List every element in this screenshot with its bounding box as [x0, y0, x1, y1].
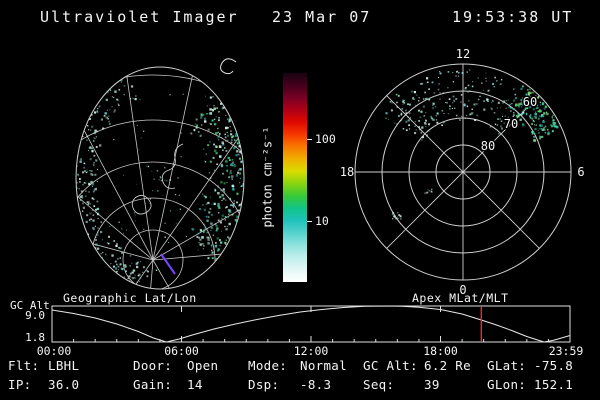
colorbar-tick-label-10: 10: [315, 214, 329, 228]
apex-polar-panel: 12 18 6 0 60 70 80: [340, 47, 585, 297]
coastlines: [131, 143, 184, 215]
mlt-spokes: [355, 64, 571, 280]
gcalt-label: GC Alt:: [363, 358, 418, 373]
ytick-9: 9.0: [25, 309, 45, 322]
date-label: 23 Mar 07: [272, 8, 372, 26]
aurora-speckles-geo: [76, 72, 244, 286]
door-label: Door:: [133, 358, 173, 373]
gcalt-value: 6.2 Re: [424, 358, 471, 373]
door-field: Door: Open: [133, 358, 218, 373]
ip-label: IP:: [8, 377, 32, 392]
mlat-ring-label-70: 70: [504, 117, 518, 131]
mlt-label-0: 0: [459, 283, 466, 297]
flt-value: LBHL: [48, 358, 80, 373]
dsp-value: -8.3: [300, 377, 332, 392]
colorbar-tick-100: [307, 139, 312, 140]
glon-value: 152.1: [534, 377, 574, 392]
gain-field: Gain: 14: [133, 377, 203, 392]
glat-field: GLat: -75.8: [487, 358, 573, 373]
mode-label: Mode:: [248, 358, 288, 373]
latlon-grid: [76, 67, 244, 289]
gcalt-field: GC Alt: 6.2 Re: [363, 358, 471, 373]
glat-value: -75.8: [534, 358, 574, 373]
door-value: Open: [187, 358, 219, 373]
gc-alt-timeline: GC Alt 9.0 1.8 00:00 06:00 12:00 18:00 2…: [10, 299, 584, 358]
mlt-label-6: 6: [577, 165, 584, 179]
colorbar-tick-10: [307, 221, 312, 222]
mlat-ring-label-60: 60: [523, 95, 537, 109]
gain-label: Gain:: [133, 377, 173, 392]
colorbar-label: photon cm⁻²s⁻¹: [260, 126, 275, 228]
mlat-ring-label-80: 80: [481, 139, 495, 153]
timeline-title: GC Alt: [10, 299, 50, 312]
dsp-field: Dsp: -8.3: [248, 377, 331, 392]
glon-field: GLon: 152.1: [487, 377, 573, 392]
aurora-speckles-apex: [385, 69, 561, 220]
altitude-curve: [51, 305, 571, 343]
mode-value: Normal: [300, 358, 347, 373]
gain-value: 14: [187, 377, 203, 392]
mlt-label-18: 18: [340, 165, 354, 179]
coast-glyph: [220, 58, 237, 75]
apex-panel-caption: Apex MLat/MLT: [412, 291, 509, 305]
seq-value: 39: [424, 377, 440, 392]
ip-value: 36.0: [48, 377, 80, 392]
xtick-0000: 00:00: [37, 344, 72, 358]
time-ut-label: 19:53:38 UT: [452, 8, 574, 26]
xtick-0600: 06:00: [164, 344, 199, 358]
flt-label: Flt:: [8, 358, 40, 373]
xtick-1800: 18:00: [423, 344, 458, 358]
seq-label: Seq:: [363, 377, 395, 392]
orbit-track-segment: [160, 253, 176, 275]
glat-label: GLat:: [487, 358, 527, 373]
flt-field: Flt: LBHL: [8, 358, 79, 373]
xtick-1200: 12:00: [294, 344, 329, 358]
ytick-1.8: 1.8: [25, 331, 45, 344]
geo-panel-caption: Geographic Lat/Lon: [63, 291, 197, 305]
mlt-label-12: 12: [456, 47, 470, 61]
glon-label: GLon:: [487, 377, 527, 392]
geographic-projection-panel: [75, 58, 245, 290]
colorbar: [283, 73, 307, 282]
ip-field: IP: 36.0: [8, 377, 79, 392]
dsp-label: Dsp:: [248, 377, 280, 392]
xtick-2359: 23:59: [549, 344, 584, 358]
colorbar-tick-label-100: 100: [315, 132, 336, 146]
mode-field: Mode: Normal: [248, 358, 347, 373]
app-title: Ultraviolet Imager: [40, 8, 239, 26]
colorbar-group: photon cm⁻²s⁻¹ 100 10: [261, 73, 336, 282]
seq-field: Seq: 39: [363, 377, 440, 392]
